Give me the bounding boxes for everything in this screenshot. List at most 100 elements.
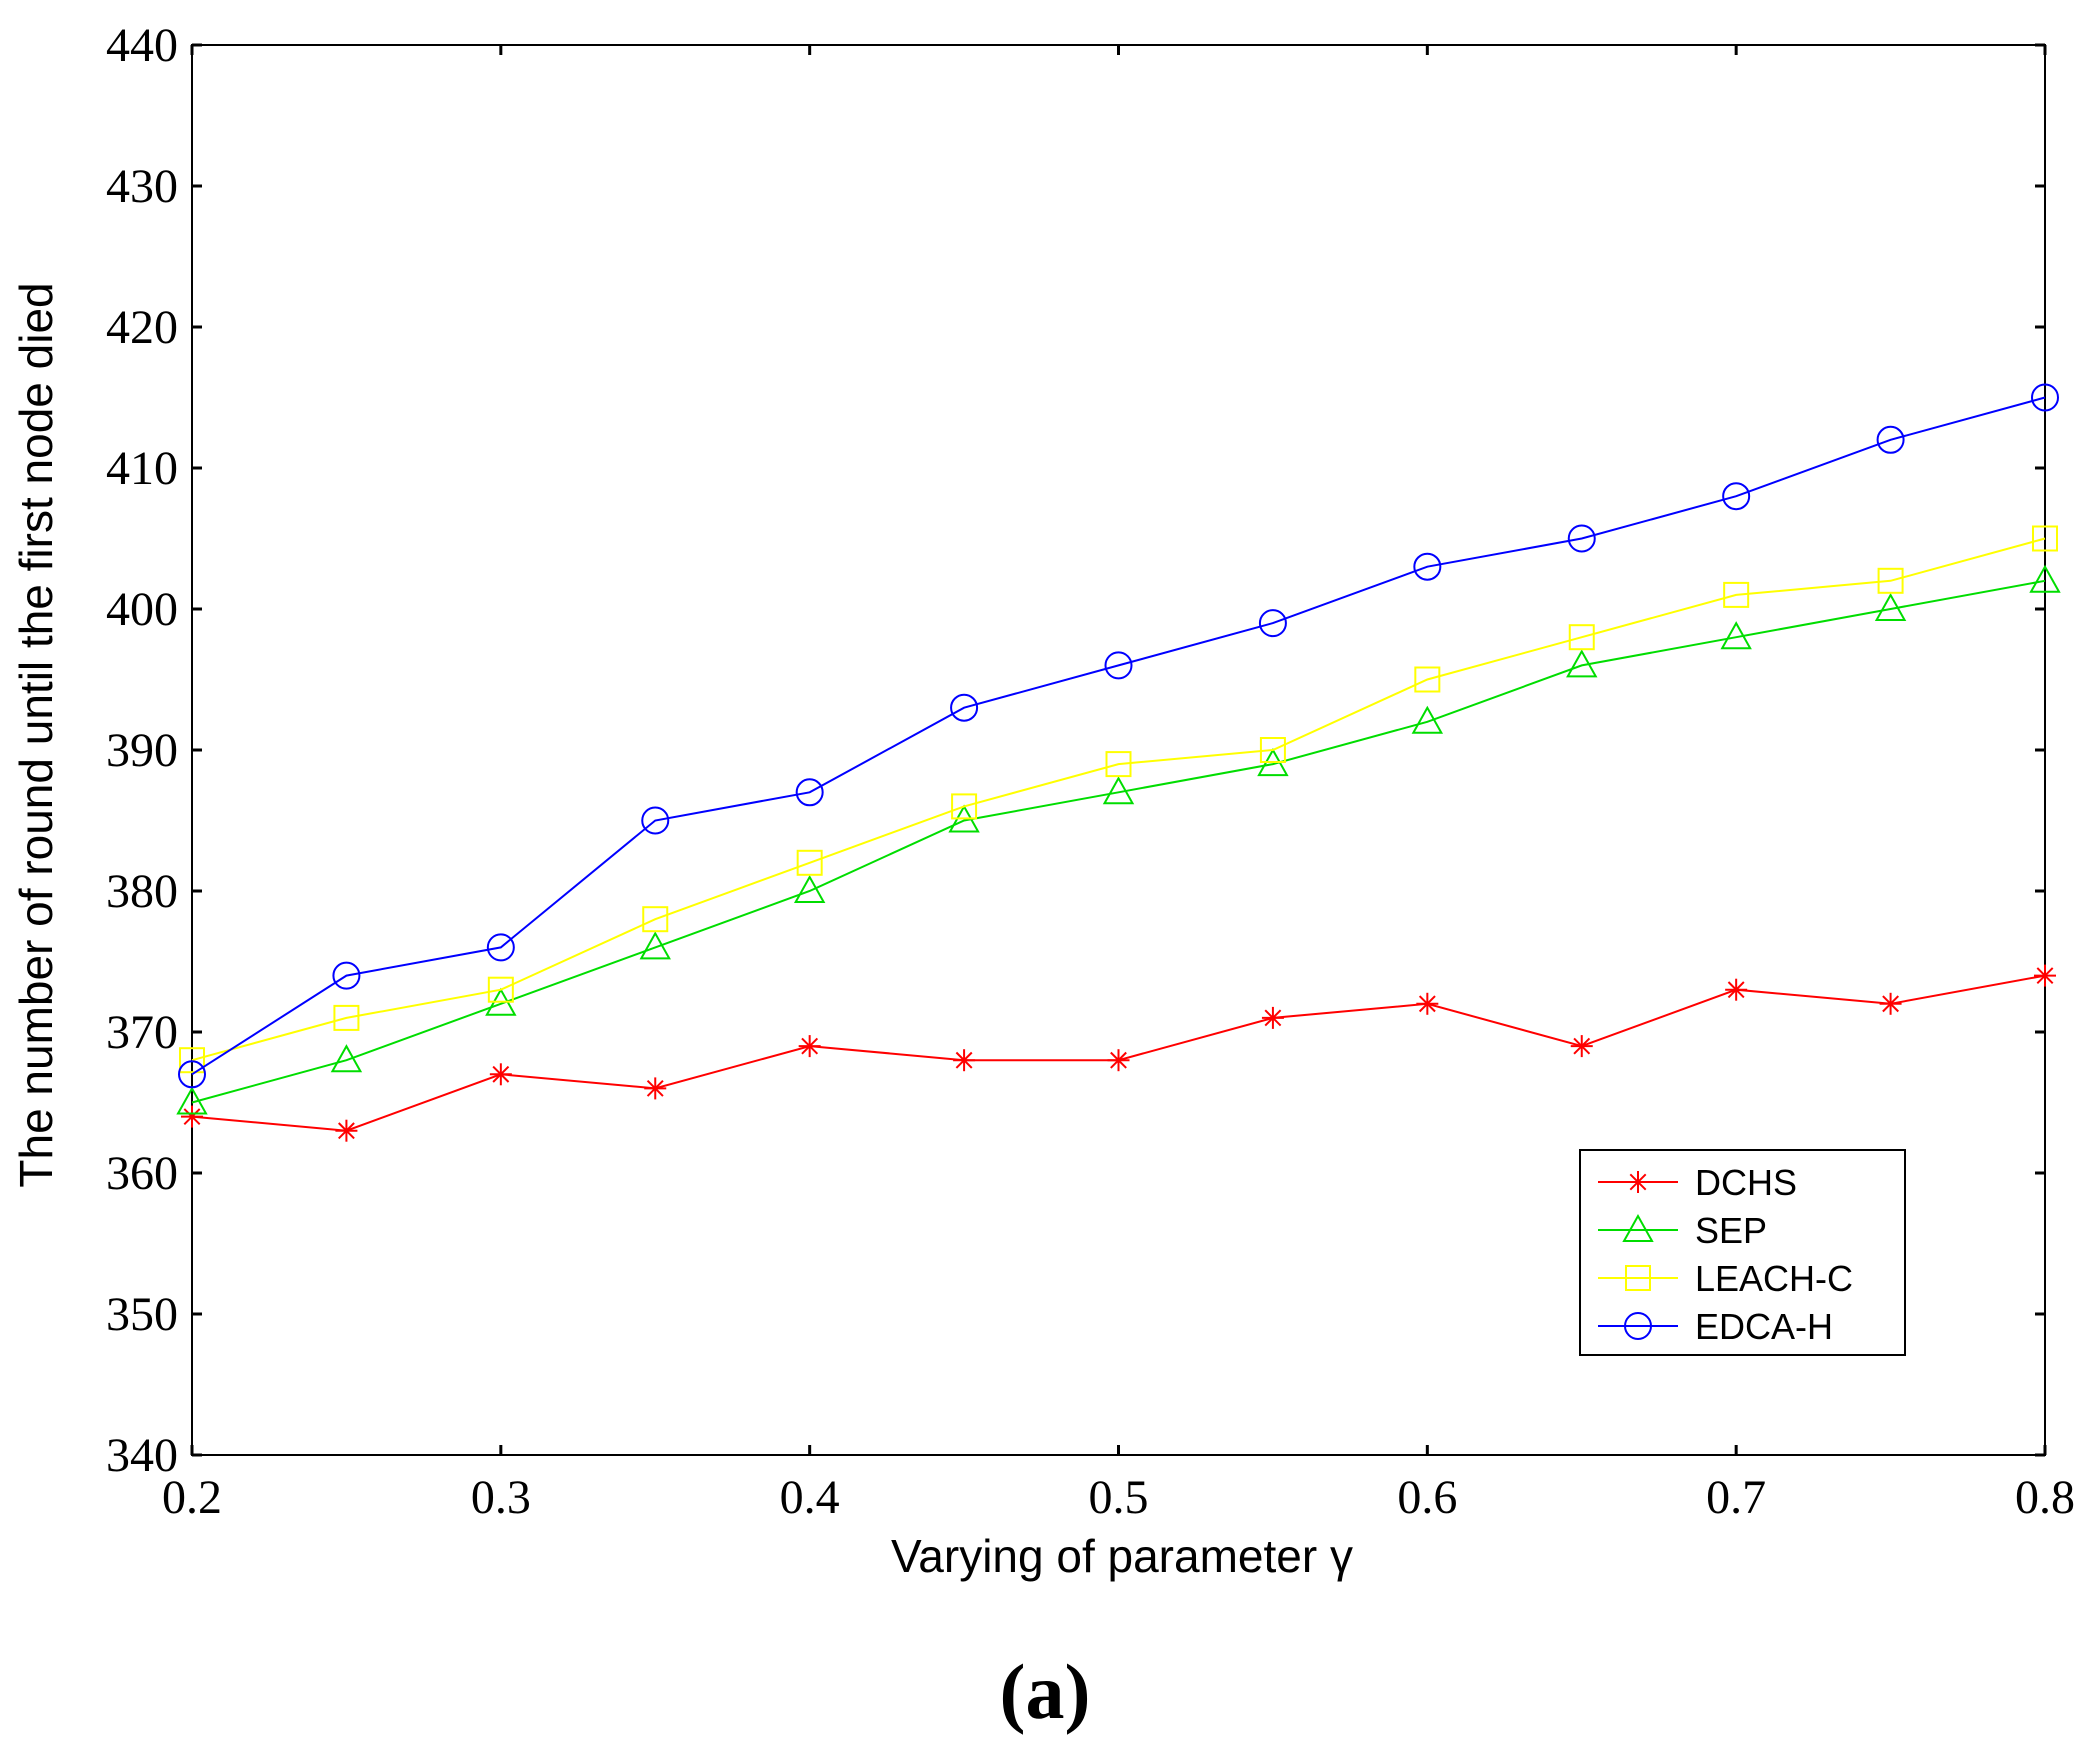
panel-label: (a) (1000, 1648, 1091, 1735)
data-point (1107, 1049, 1130, 1072)
data-point (793, 874, 826, 903)
y-tick-label: 350 (106, 1288, 178, 1341)
data-point (1722, 482, 1751, 511)
y-axis-label: The number of round until the first node… (10, 282, 62, 1187)
data-point (2034, 964, 2056, 987)
data-point (798, 1035, 821, 1058)
data-point (1259, 737, 1286, 763)
data-point (1570, 1035, 1593, 1058)
x-axis-label: Varying of parameter γ (891, 1530, 1353, 1582)
data-point (487, 976, 514, 1003)
marker-triangle (793, 874, 826, 903)
data-point (1720, 621, 1752, 650)
marker-star-stroke (646, 1079, 664, 1097)
data-point (332, 961, 361, 990)
x-tick-label: 0.6 (1397, 1471, 1457, 1524)
series-line (191, 579, 2046, 1104)
x-axis: 0.2 0.3 0.4 0.5 0.6 0.7 0.8 (162, 45, 2075, 1524)
marker-square (1105, 751, 1132, 778)
marker-triangle (1566, 649, 1598, 678)
y-tick-label: 430 (106, 160, 178, 213)
data-point (950, 693, 979, 722)
data-point (796, 849, 823, 876)
marker-star-stroke (1727, 981, 1745, 999)
legend-marker (1625, 1265, 1651, 1291)
data-point (795, 778, 824, 807)
data-point (1414, 666, 1441, 693)
series-layer (176, 383, 2061, 1142)
data-point (1725, 978, 1748, 1001)
marker-square (1568, 624, 1595, 651)
marker-triangle (1102, 776, 1135, 805)
marker-square (1877, 567, 1904, 594)
data-point (1879, 992, 1902, 1015)
series-leach-c (179, 525, 2058, 1074)
data-point (639, 931, 671, 960)
data-point (333, 1004, 360, 1031)
data-point (1411, 705, 1444, 734)
data-point (335, 1119, 358, 1142)
data-point (2031, 383, 2059, 412)
marker-square (1259, 737, 1286, 763)
legend-label: LEACH-C (1695, 1258, 1853, 1299)
legend-marker (1622, 1213, 1654, 1242)
series-edca-h (178, 383, 2059, 1089)
legend-label: DCHS (1695, 1162, 1797, 1203)
marker-circle (1624, 1312, 1652, 1340)
data-point (642, 906, 669, 933)
marker-triangle (1622, 1213, 1654, 1242)
y-tick-label: 400 (106, 583, 178, 636)
marker-circle (1567, 524, 1596, 553)
data-point (2029, 564, 2061, 593)
x-tick-label: 0.2 (162, 1471, 222, 1524)
data-point (1258, 609, 1287, 638)
legend-entry-edca-h: EDCA-H (1598, 1306, 1833, 1347)
marker-circle (950, 693, 979, 722)
data-point (486, 933, 515, 962)
marker-circle (1413, 552, 1442, 581)
marker-triangle (2029, 564, 2061, 593)
data-point (1723, 581, 1750, 608)
data-point (489, 1063, 512, 1086)
data-point (1413, 552, 1442, 581)
marker-star-stroke (2036, 967, 2054, 985)
data-point (2032, 525, 2058, 552)
marker-circle (1104, 651, 1133, 680)
legend-marker (1627, 1171, 1649, 1193)
y-tick-label: 380 (106, 865, 178, 918)
data-point (176, 1086, 208, 1115)
data-point (1104, 651, 1133, 680)
marker-circle (1876, 425, 1905, 454)
marker-star-stroke (955, 1051, 973, 1069)
x-tick-label: 0.3 (471, 1471, 531, 1524)
data-point (641, 806, 670, 835)
data-point (951, 793, 978, 820)
series-line (191, 537, 2046, 1062)
marker-star-stroke (338, 1122, 355, 1140)
data-point (953, 1049, 976, 1072)
marker-star-stroke (1418, 995, 1436, 1013)
legend: DCHS SEP LEACH-C EDCA-H (1579, 1149, 1906, 1356)
y-tick-label: 370 (106, 1006, 178, 1059)
marker-triangle (1874, 592, 1907, 621)
marker-star-stroke (1264, 1009, 1282, 1027)
data-point (1567, 524, 1596, 553)
marker-circle (641, 806, 670, 835)
marker-triangle (1720, 621, 1752, 650)
marker-square (179, 1047, 205, 1074)
marker-circle (332, 961, 361, 990)
y-tick-label: 440 (106, 19, 178, 72)
y-tick-label: 340 (106, 1429, 178, 1482)
legend-box (1579, 1149, 1906, 1356)
marker-square (642, 906, 669, 933)
data-point (1102, 776, 1135, 805)
series-line (191, 396, 2046, 1076)
legend-entry-sep: SEP (1598, 1210, 1767, 1251)
legend-entry-leach-c: LEACH-C (1598, 1258, 1853, 1299)
marker-star-stroke (1573, 1037, 1591, 1055)
marker-star-stroke (183, 1108, 201, 1126)
data-point (1105, 751, 1132, 778)
marker-circle (795, 778, 824, 807)
x-tick-label: 0.7 (1706, 1471, 1766, 1524)
